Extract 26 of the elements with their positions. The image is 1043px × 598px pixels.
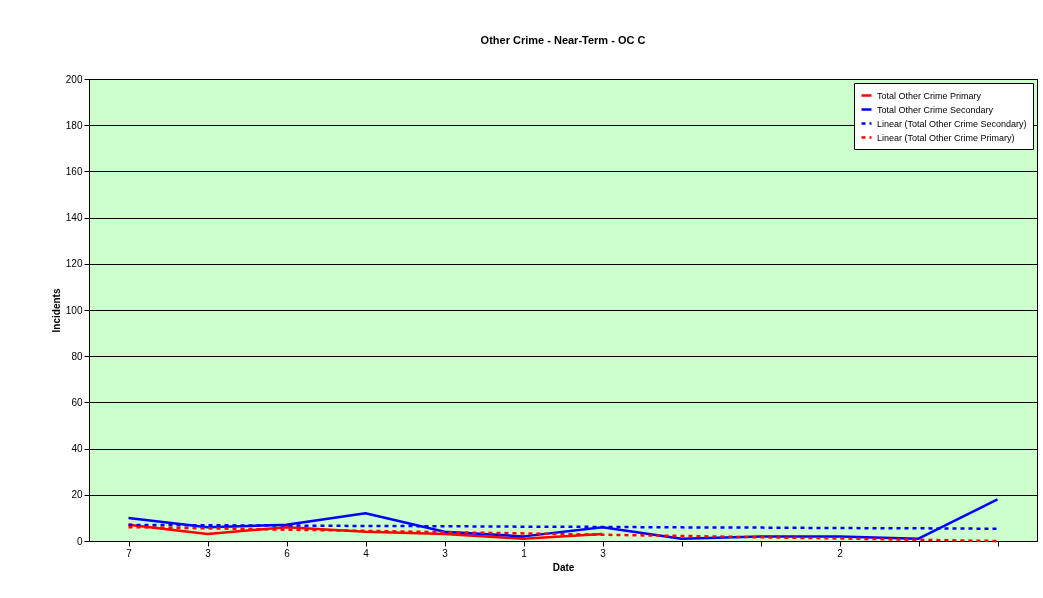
x-tick-label: 3 — [442, 547, 449, 559]
y-tick-label: 140 — [65, 212, 83, 224]
y-tick-label: 160 — [65, 165, 83, 177]
chart-title: Other Crime - Near-Term - OC C — [480, 34, 646, 46]
y-tick-label: 0 — [76, 535, 83, 547]
legend-label: Total Other Crime Primary — [877, 90, 982, 101]
y-tick-label: 180 — [65, 119, 83, 131]
legend-label: Total Other Crime Secondary — [877, 104, 994, 115]
y-tick-label: 200 — [65, 73, 83, 85]
y-tick-label: 60 — [71, 396, 83, 408]
x-tick-label: 6 — [284, 547, 291, 559]
x-tick-label: 3 — [205, 547, 212, 559]
y-tick-label: 40 — [71, 443, 83, 455]
y-tick-label: 100 — [65, 304, 83, 316]
y-axis-title: Incidents — [50, 288, 62, 333]
legend-label: Linear (Total Other Crime Secondary) — [877, 118, 1027, 129]
x-tick-label: 1 — [521, 547, 528, 559]
x-tick-label: 4 — [363, 547, 370, 559]
x-tick-label: 7 — [126, 547, 133, 559]
x-tick-label: 2 — [837, 547, 844, 559]
x-axis-title: Date — [552, 561, 575, 573]
y-tick-label: 120 — [65, 258, 83, 270]
y-tick-label: 20 — [71, 489, 83, 501]
x-tick-label: 3 — [600, 547, 607, 559]
y-tick-label: 80 — [71, 350, 83, 362]
legend-label: Linear (Total Other Crime Primary) — [877, 132, 1015, 143]
